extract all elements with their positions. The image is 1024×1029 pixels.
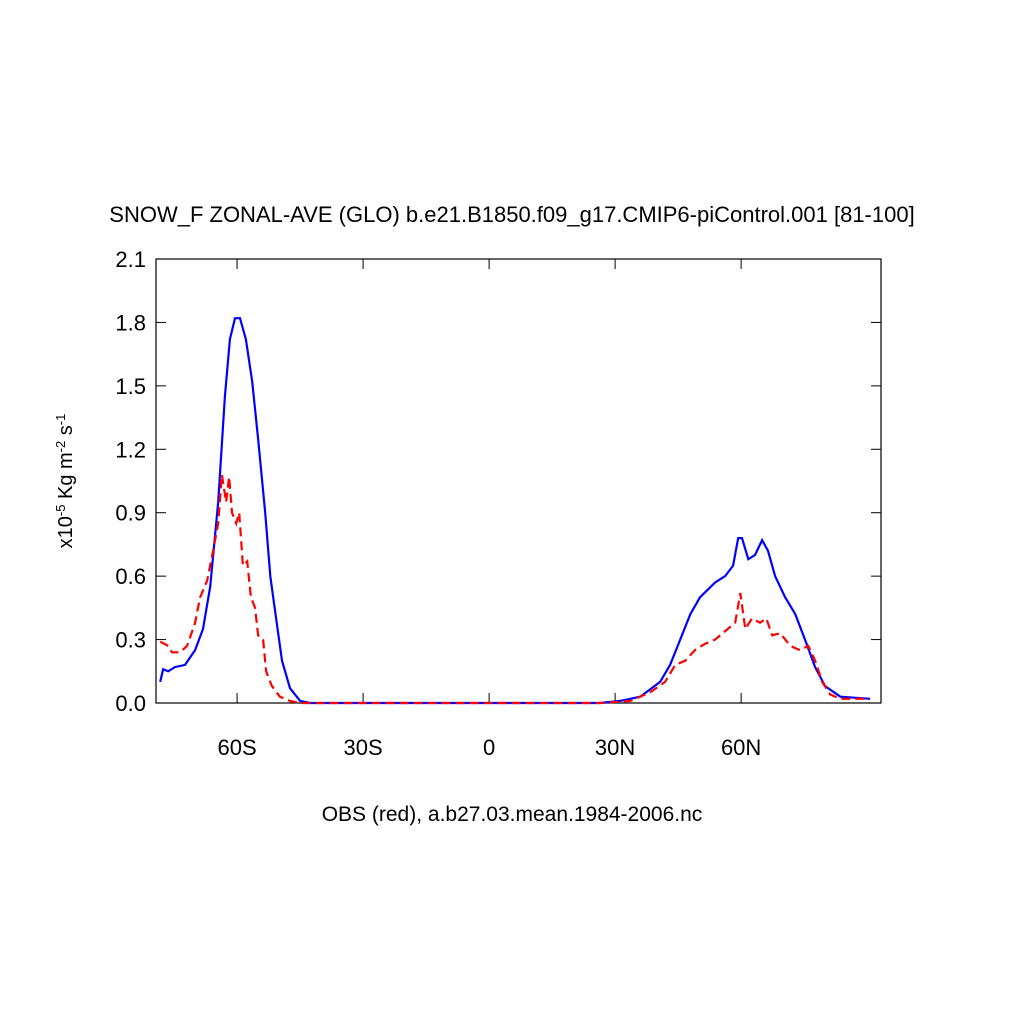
y-axis-label: x10-5 Kg m-2 s-1 [53, 414, 78, 549]
y-tick-label: 0.0 [115, 691, 146, 716]
x-tick-label: 60N [721, 735, 761, 760]
y-label-part: s [55, 425, 77, 441]
y-tick-label: 0.9 [115, 501, 146, 526]
y-label-part: -5 [53, 505, 68, 517]
y-tick-label: 0.6 [115, 564, 146, 589]
y-tick-label: 0.3 [115, 628, 146, 653]
y-label-part: Kg m [55, 452, 77, 504]
y-label-part: -1 [53, 414, 68, 426]
y-tick-label: 1.5 [115, 374, 146, 399]
y-tick-label: 1.2 [115, 437, 146, 462]
x-tick-label: 60S [217, 735, 256, 760]
chart-title: SNOW_F ZONAL-AVE (GLO) b.e21.B1850.f09_g… [109, 202, 914, 227]
x-tick-label: 30N [595, 735, 635, 760]
y-tick-label: 1.8 [115, 310, 146, 335]
x-tick-label: 30S [344, 735, 383, 760]
y-label-part: x10 [55, 516, 77, 548]
y-label-part: -2 [53, 441, 68, 453]
data-line [159, 317, 871, 705]
y-tick-label: 2.1 [115, 247, 146, 272]
x-axis-label: OBS (red), a.b27.03.mean.1984-2006.nc [322, 803, 703, 826]
x-tick-label: 0 [483, 735, 495, 760]
data-line [159, 474, 868, 705]
